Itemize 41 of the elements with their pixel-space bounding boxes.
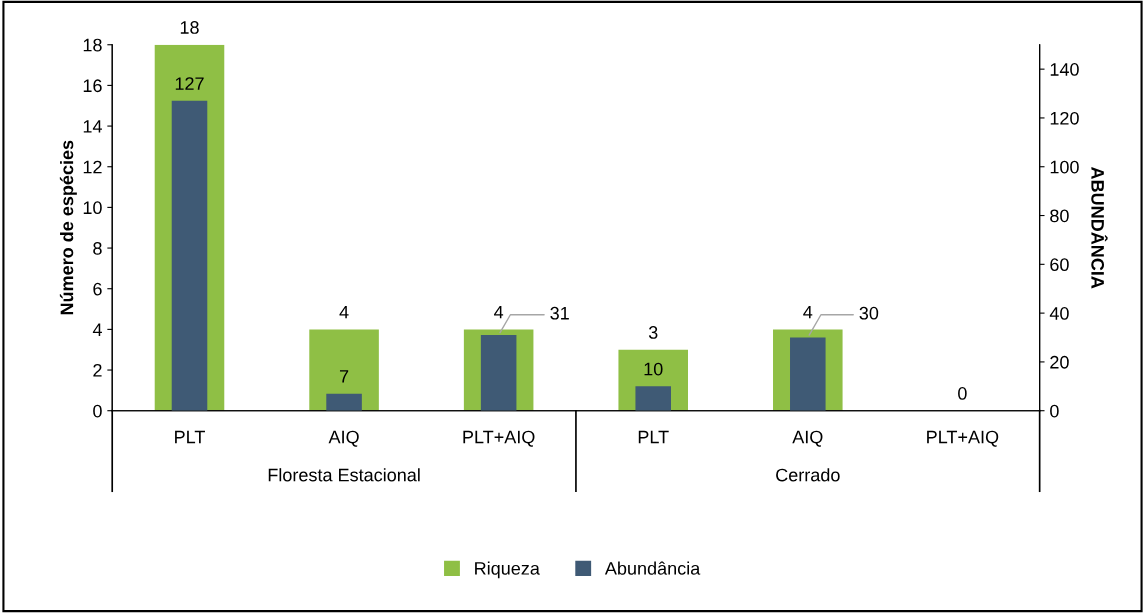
x-tick-label: AIQ [792, 430, 823, 447]
y-tick-label: 10 [83, 201, 102, 215]
y2-tick-label: 120 [1050, 111, 1079, 125]
y2-tick-label: 40 [1049, 307, 1069, 320]
x-tick-label: PLT [175, 430, 205, 444]
y-tick-label: 14 [83, 120, 102, 133]
y2-axis-title: ABUNDÂNCIA [1091, 166, 1108, 289]
y-tick-label: 4 [92, 323, 102, 336]
x-tick-label: PLT [638, 430, 669, 444]
y2-tick-label: 100 [1050, 160, 1079, 174]
y2-tick-label: 80 [1050, 209, 1069, 223]
data-label: 3 [648, 326, 658, 339]
y-tick-label: 16 [83, 79, 102, 93]
y-tick-label: 8 [93, 242, 102, 255]
data-label: 4 [339, 305, 349, 319]
data-label: 4 [803, 305, 813, 319]
y-tick-label: 12 [83, 160, 102, 174]
y2-tick-label: 20 [1050, 355, 1069, 369]
data-label: 31 [550, 306, 569, 320]
x-tick-label: AIQ [328, 430, 359, 447]
y-tick-label: 2 [93, 363, 102, 377]
y-tick-label: 6 [93, 282, 102, 296]
data-label: 18 [180, 21, 199, 34]
data-label: 4 [494, 305, 504, 319]
y2-tick-label: 140 [1050, 63, 1079, 76]
legend-label: Abundância [604, 561, 701, 575]
data-label: 127 [175, 77, 204, 90]
y-tick-label: 0 [93, 404, 102, 418]
data-label: 0 [958, 387, 967, 400]
x-tick-label: PLT+AIQ [463, 430, 535, 447]
data-label: 10 [644, 362, 663, 376]
text: Floresta Estacional [268, 468, 420, 482]
data-label: 30 [859, 306, 879, 320]
legend-label: Riqueza [475, 561, 540, 579]
text: Cerrado [776, 468, 840, 482]
y-tick-label: 18 [83, 38, 102, 52]
y2-tick-label: 0 [1050, 404, 1059, 418]
y-axis-title: Número de espécies [59, 140, 77, 315]
x-tick-label: PLT+AIQ [927, 430, 999, 447]
y2-tick-label: 60 [1050, 258, 1069, 272]
data-label: 7 [339, 370, 349, 383]
